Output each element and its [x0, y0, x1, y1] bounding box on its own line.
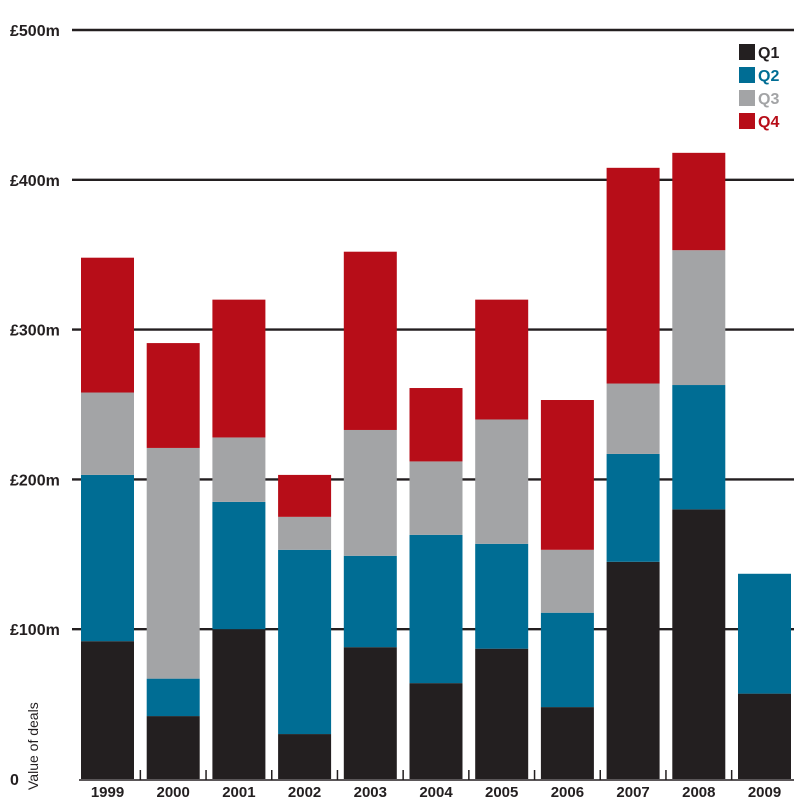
bar-2008-q2 — [672, 385, 726, 510]
bar-2007-q4 — [606, 167, 660, 384]
x-tick-label-2003: 2003 — [354, 784, 387, 801]
bar-2001-q2 — [212, 501, 266, 630]
y-axis-label: Value of deals — [25, 702, 41, 790]
x-tick-label-2009: 2009 — [748, 784, 781, 801]
bar-2000-q3 — [146, 447, 200, 679]
legend-swatch-q3 — [739, 90, 755, 106]
legend-label-q4: Q4 — [758, 114, 779, 131]
x-tick-label-2000: 2000 — [157, 784, 190, 801]
y-tick-label: £400m — [10, 173, 60, 190]
bar-2000-q2 — [146, 678, 200, 717]
y-tick-label: £500m — [10, 23, 60, 40]
bar-2005-q2 — [475, 543, 529, 649]
bar-2005-q4 — [475, 299, 529, 420]
bar-1999-q3 — [81, 392, 134, 475]
bar-2006-q3 — [540, 549, 594, 613]
bar-2008-q4 — [672, 152, 726, 251]
bar-2005-q3 — [475, 419, 529, 544]
bar-2000-q4 — [146, 343, 200, 448]
bar-2001-q1 — [212, 629, 266, 779]
bar-2009-q1 — [738, 693, 791, 779]
y-tick-label: £200m — [10, 472, 60, 489]
bar-2001-q4 — [212, 299, 266, 438]
bar-2003-q2 — [343, 555, 397, 648]
legend-swatch-q1 — [739, 44, 755, 60]
bar-1999-q2 — [81, 474, 134, 642]
legend-swatch-q4 — [739, 113, 755, 129]
bar-2005-q1 — [475, 648, 529, 779]
bar-2008-q1 — [672, 509, 726, 779]
legend-label-q2: Q2 — [758, 68, 779, 85]
bar-1999-q1 — [81, 641, 134, 779]
x-tick-label-2008: 2008 — [682, 784, 715, 801]
bar-2004-q3 — [409, 461, 463, 535]
x-axis-ticks: 1999 2000 2001 2002 2003 2004 2005 2006 2007 2008… — [79, 770, 794, 801]
bar-2002-q1 — [278, 734, 332, 779]
bar-2007-q1 — [606, 561, 660, 779]
bar-2003-q1 — [343, 647, 397, 779]
y-axis-ticks: 0 £100m £200m £300m £400m £500m — [10, 23, 60, 789]
legend-swatch-q2 — [739, 67, 755, 83]
x-tick-label-2004: 2004 — [419, 784, 453, 801]
bar-2006-q2 — [540, 612, 594, 708]
bars — [81, 152, 791, 779]
x-tick-label-1999: 1999 — [91, 784, 124, 801]
x-tick-label-2007: 2007 — [616, 784, 649, 801]
bar-2006-q4 — [540, 400, 594, 550]
bar-2004-q1 — [409, 683, 463, 779]
bar-1999-q4 — [81, 257, 134, 393]
y-tick-label: £300m — [10, 323, 60, 340]
bar-2007-q2 — [606, 453, 660, 562]
bar-2008-q3 — [672, 250, 726, 386]
bar-2003-q4 — [343, 251, 397, 430]
x-tick-label-2002: 2002 — [288, 784, 321, 801]
bar-2004-q4 — [409, 388, 463, 462]
bar-2000-q1 — [146, 716, 200, 779]
legend-label-q1: Q1 — [758, 45, 779, 62]
y-tick-label: £100m — [10, 622, 60, 639]
bar-2001-q3 — [212, 437, 266, 502]
x-tick-label-2005: 2005 — [485, 784, 518, 801]
legend-label-q3: Q3 — [758, 91, 779, 108]
bar-2004-q2 — [409, 534, 463, 684]
bar-2002-q3 — [278, 516, 332, 550]
bar-2003-q3 — [343, 429, 397, 556]
bar-2002-q2 — [278, 549, 332, 735]
bar-2007-q3 — [606, 383, 660, 454]
legend: Q1 Q2 Q3 Q4 — [739, 44, 779, 131]
bar-2009-q2 — [738, 573, 791, 694]
x-tick-label-2006: 2006 — [551, 784, 584, 801]
y-tick-label: 0 — [10, 772, 19, 789]
bar-2006-q1 — [540, 707, 594, 779]
bar-2002-q4 — [278, 474, 332, 517]
x-tick-label-2001: 2001 — [222, 784, 255, 801]
